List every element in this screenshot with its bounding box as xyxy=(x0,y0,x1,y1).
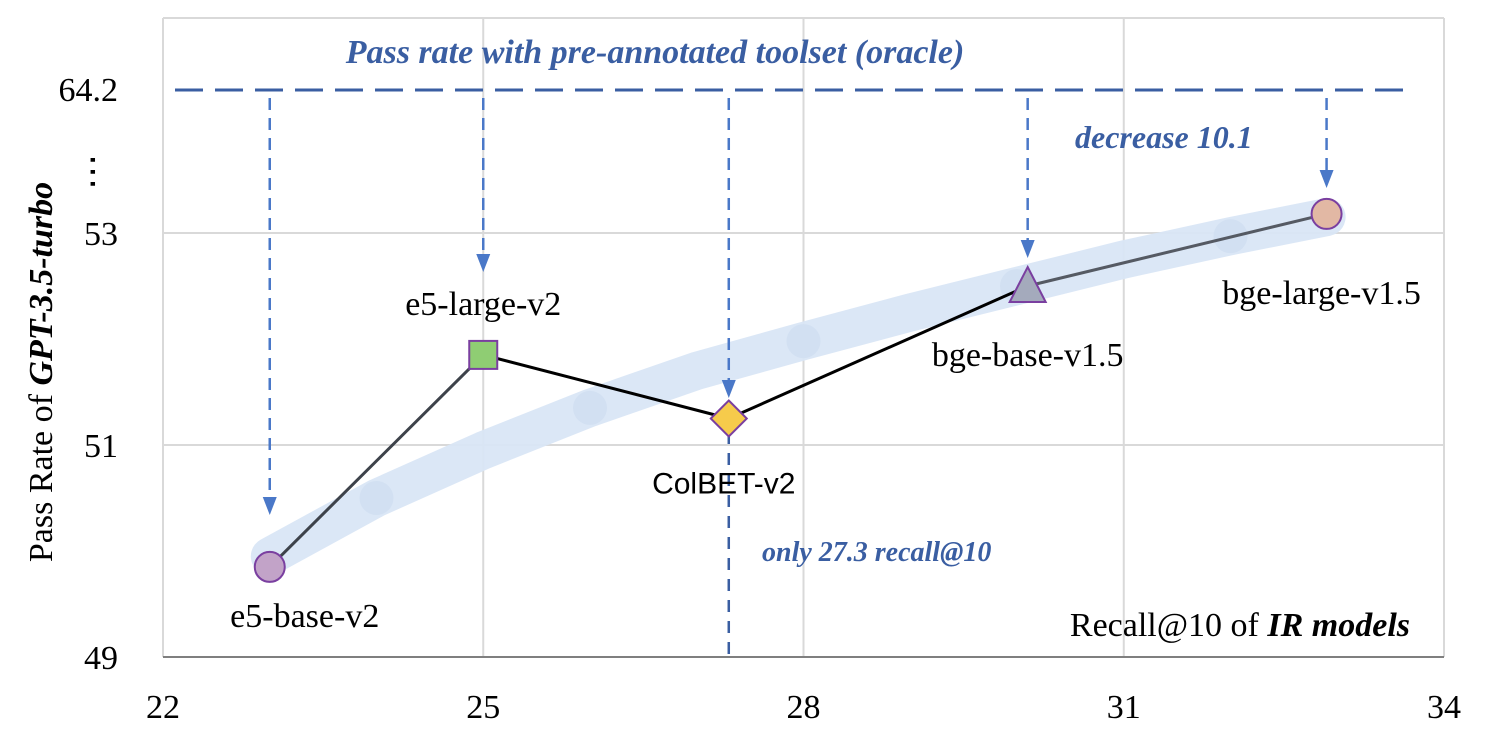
point-label-e5-large-v2: e5-large-v2 xyxy=(405,286,561,323)
y-tick-label-51: 51 xyxy=(84,428,118,465)
marker-e5-base-v2 xyxy=(253,550,286,583)
arrow-head-bge-base-v1.5 xyxy=(1020,240,1035,258)
point-label-ColBET-v2: ColBET-v2 xyxy=(652,468,795,501)
y-tick-label-64.2: 64.2 xyxy=(59,72,119,109)
x-axis-title-prefix: Recall@10 of xyxy=(1070,607,1267,644)
point-labels: e5-base-v2 e5-large-v2 ColBET-v2 bge-base-v… xyxy=(230,275,1421,635)
trend-band-node xyxy=(786,324,821,359)
x-tick-label-22: 22 xyxy=(146,689,180,726)
x-tick-label-31: 31 xyxy=(1107,689,1141,726)
markers xyxy=(253,197,1343,583)
oracle-label: Pass rate with pre-annotated toolset (or… xyxy=(345,34,965,71)
point-label-bge-base-v1.5: bge-base-v1.5 xyxy=(932,337,1124,374)
arrow-head-e5-large-v2 xyxy=(476,254,491,272)
series-segment-2 xyxy=(728,284,1029,420)
trend-band-node xyxy=(359,481,394,515)
decrease-annotation: decrease 10.1 xyxy=(1075,119,1253,155)
y-axis-break: ⋯ xyxy=(72,154,113,190)
y-tick-label-49: 49 xyxy=(84,640,118,677)
y-tick-label-53: 53 xyxy=(84,216,118,253)
x-axis-title-emphasis: IR models xyxy=(1266,607,1410,644)
arrows xyxy=(262,98,1334,515)
trend-band-node xyxy=(573,390,607,425)
x-tick-label-28: 28 xyxy=(787,689,821,726)
x-axis-title: Recall@10 of IR models xyxy=(1070,607,1410,644)
point-label-e5-base-v2: e5-base-v2 xyxy=(230,598,379,635)
x-tick-label-34: 34 xyxy=(1427,689,1461,726)
arrow-head-e5-base-v2 xyxy=(262,497,277,515)
arrow-head-bge-large-v1.5 xyxy=(1319,170,1334,188)
y-axis-title: Pass Rate of GPT-3.5-turbo xyxy=(23,182,60,562)
x-ticks: 22 25 28 31 34 xyxy=(146,689,1461,726)
x-tick-label-25: 25 xyxy=(466,689,500,726)
series-segment-3 xyxy=(1027,212,1327,288)
trend-band xyxy=(250,198,1346,576)
series-line xyxy=(268,212,1327,568)
y-axis-title-prefix: Pass Rate of xyxy=(23,386,60,563)
marker-bge-base-v1.5 xyxy=(1008,264,1048,303)
y-ticks: 49 51 53 ⋯ 64.2 xyxy=(59,72,119,677)
y-axis-title-emphasis: GPT-3.5-turbo xyxy=(23,182,60,386)
recall-note-group: only 27.3 recall@10 xyxy=(727,432,991,657)
arrow-head-ColBET-v2 xyxy=(721,380,736,398)
marker-ColBET-v2 xyxy=(709,399,749,438)
marker-bge-large-v1.5 xyxy=(1310,197,1343,230)
marker-e5-large-v2 xyxy=(468,339,499,370)
recall-note: only 27.3 recall@10 xyxy=(762,537,991,568)
oracle-group: Pass rate with pre-annotated toolset (or… xyxy=(175,34,1410,92)
point-label-bge-large-v1.5: bge-large-v1.5 xyxy=(1222,275,1421,312)
series-segment-1 xyxy=(482,353,730,420)
series-segment-0 xyxy=(268,353,485,568)
